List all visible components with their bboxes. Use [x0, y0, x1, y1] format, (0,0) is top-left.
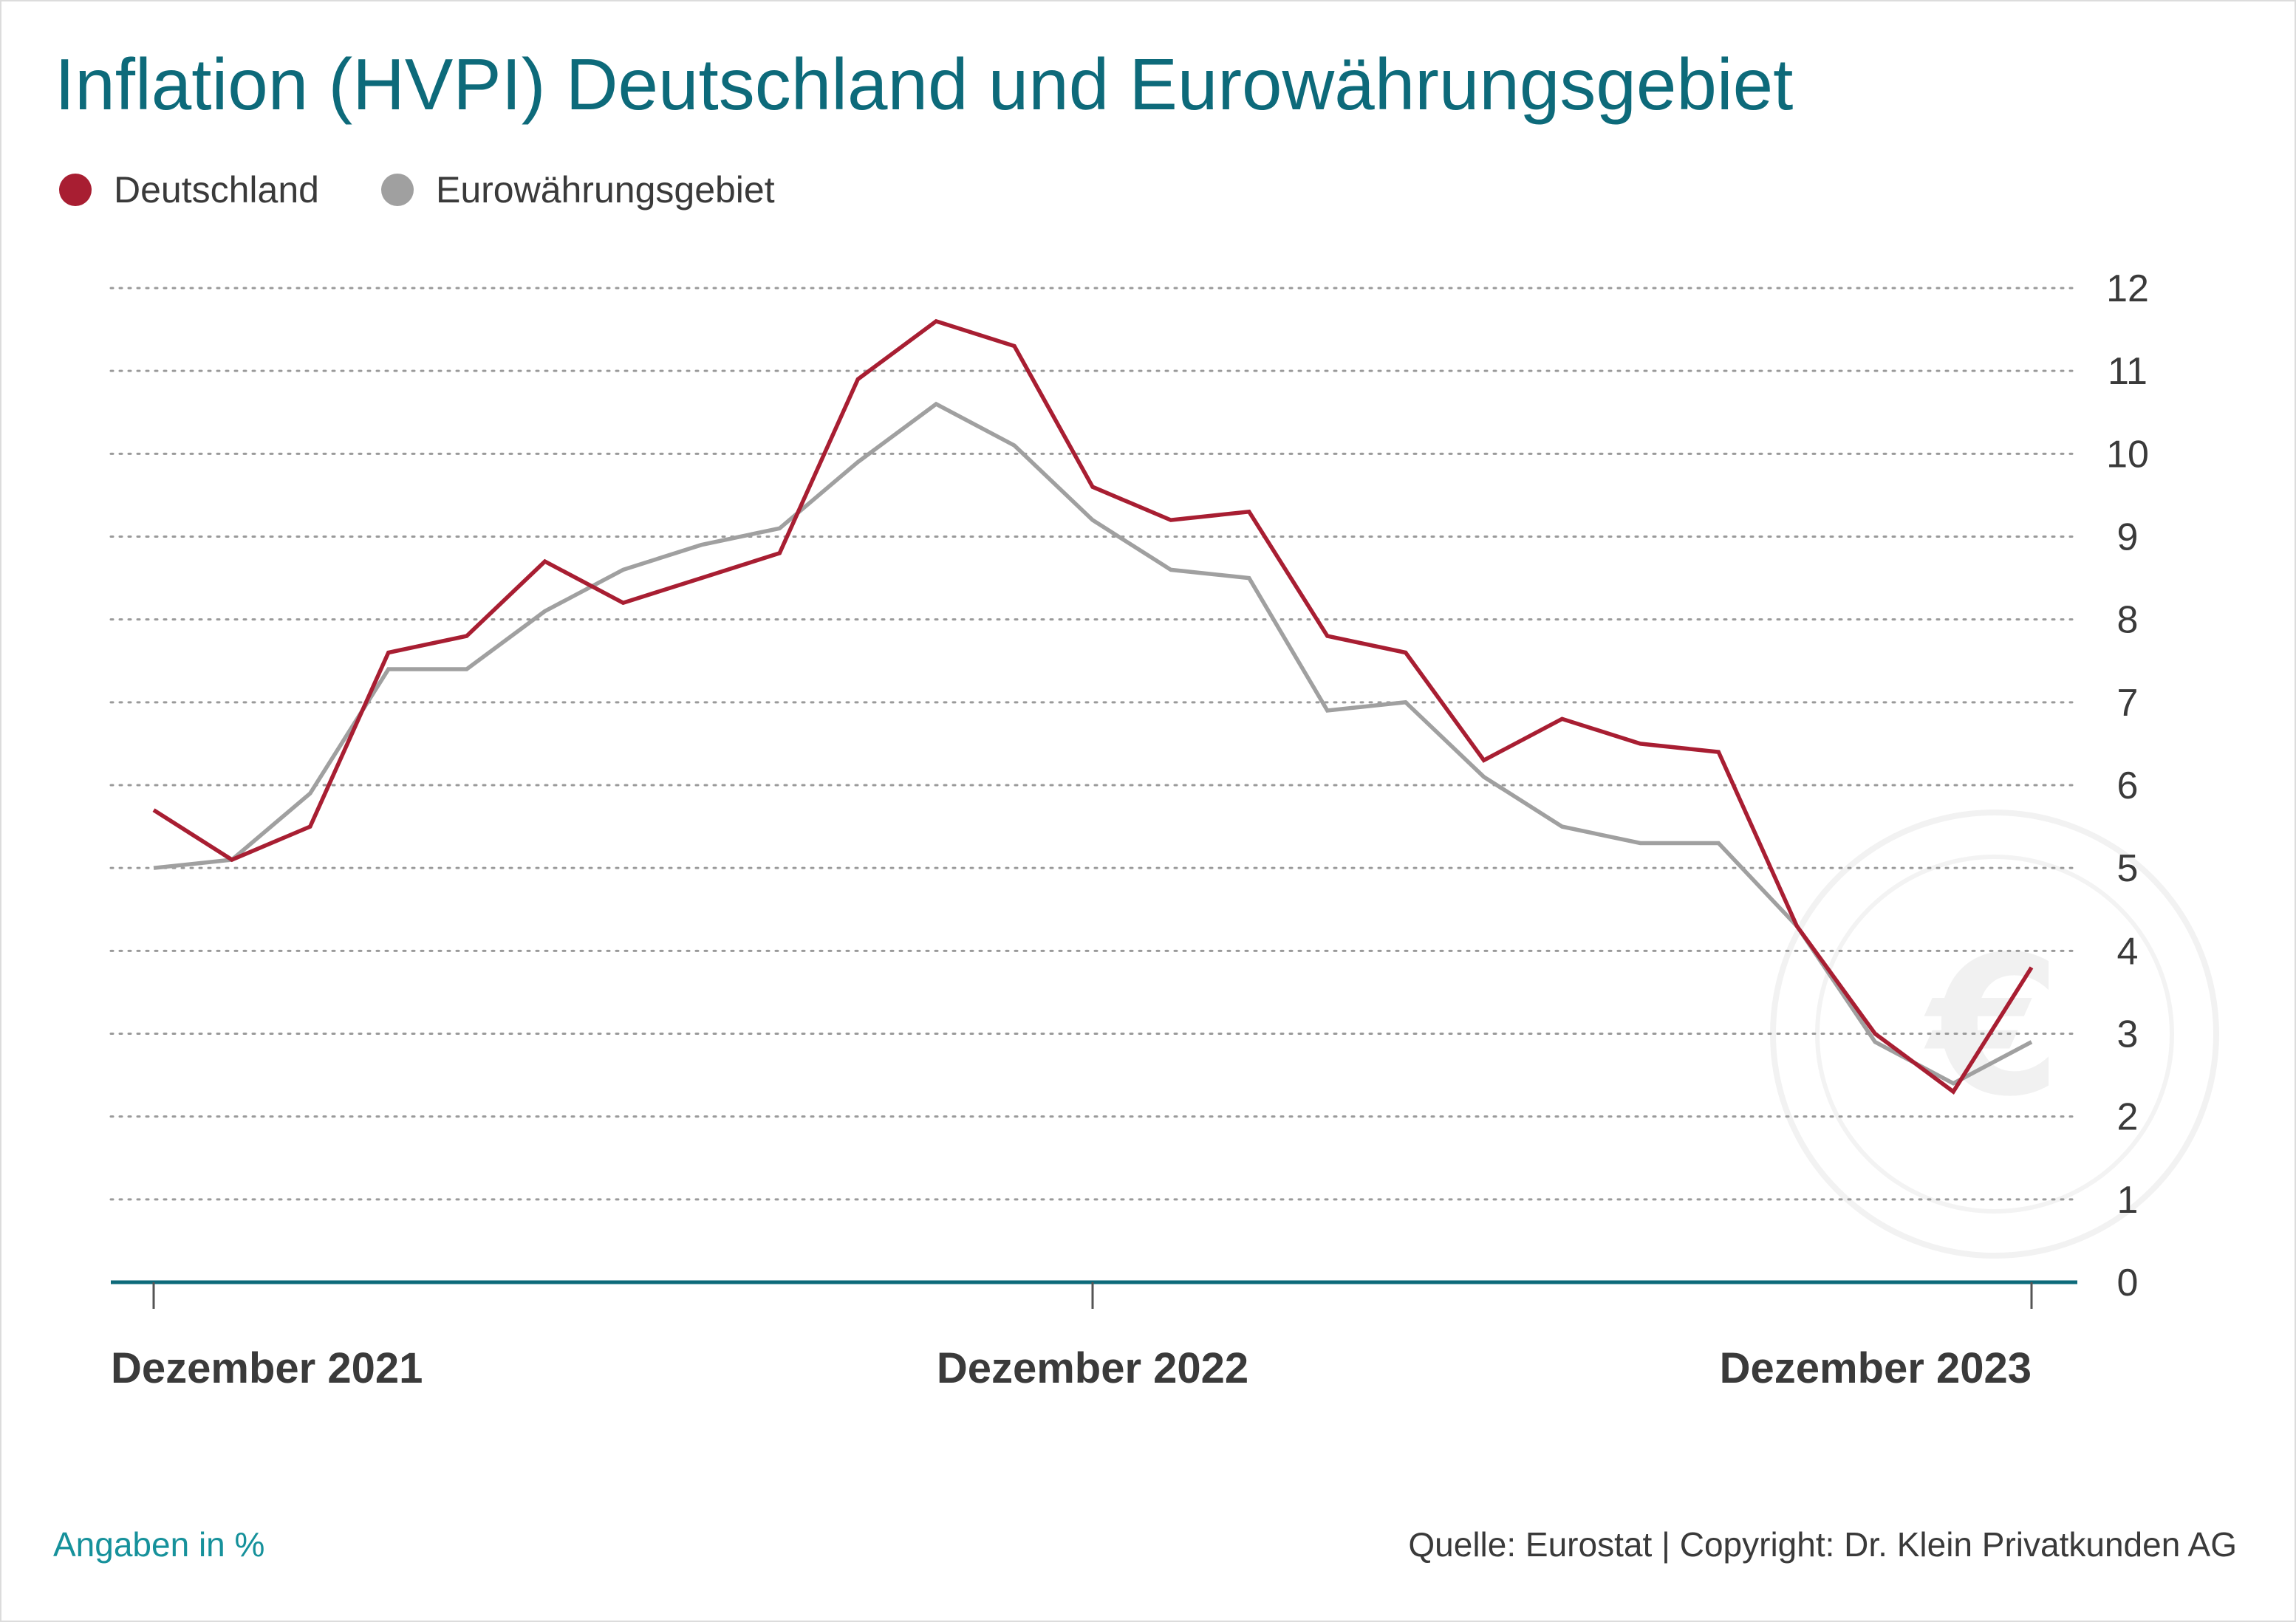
- legend-label-deutschland: Deutschland: [114, 169, 319, 211]
- legend-label-euro: Eurowährungsgebiet: [435, 169, 775, 211]
- series-line-euro: [153, 401, 2033, 1086]
- y-tick-label-0: 0: [2117, 1262, 2139, 1304]
- y-tick-label-11: 11: [2108, 350, 2148, 393]
- chart-title: Inflation (HVPI) Deutschland und Eurowäh…: [55, 44, 1794, 125]
- y-tick-label-8: 8: [2117, 599, 2139, 642]
- y-tick-label-4: 4: [2117, 930, 2139, 973]
- y-tick-label-7: 7: [2117, 682, 2139, 725]
- x-axis: Dezember 2021 Dezember 2022 Dezember 2023: [111, 1280, 2077, 1392]
- y-tick-label-9: 9: [2117, 516, 2139, 559]
- grid-lines: [109, 287, 2079, 1201]
- legend-item-deutschland: Deutschland: [59, 168, 319, 211]
- x-tick-label-2: Dezember 2023: [1720, 1344, 2032, 1392]
- y-tick-label-10: 10: [2106, 433, 2149, 476]
- legend-dot-euro: [380, 174, 414, 206]
- y-tick-label-6: 6: [2117, 764, 2139, 807]
- y-tick-label-1: 1: [2117, 1179, 2139, 1222]
- legend: Deutschland Eurowährungsgebiet: [59, 168, 837, 211]
- legend-dot-deutschland: [59, 174, 92, 206]
- y-tick-label-12: 12: [2106, 267, 2149, 310]
- y-tick-label-2: 2: [2117, 1096, 2139, 1139]
- x-tick-label-0: Dezember 2021: [111, 1344, 423, 1392]
- x-tick-label-1: Dezember 2022: [937, 1344, 1248, 1392]
- y-tick-label-5: 5: [2117, 847, 2139, 890]
- series-lines: [152, 318, 2034, 1095]
- source-note: Quelle: Eurostat | Copyright: Dr. Klein …: [1408, 1525, 2237, 1564]
- unit-note: Angaben in %: [53, 1525, 265, 1564]
- legend-item-euro: Eurowährungsgebiet: [380, 168, 775, 211]
- series-line-deutschland: [152, 318, 2034, 1095]
- y-tick-label-3: 3: [2117, 1013, 2139, 1056]
